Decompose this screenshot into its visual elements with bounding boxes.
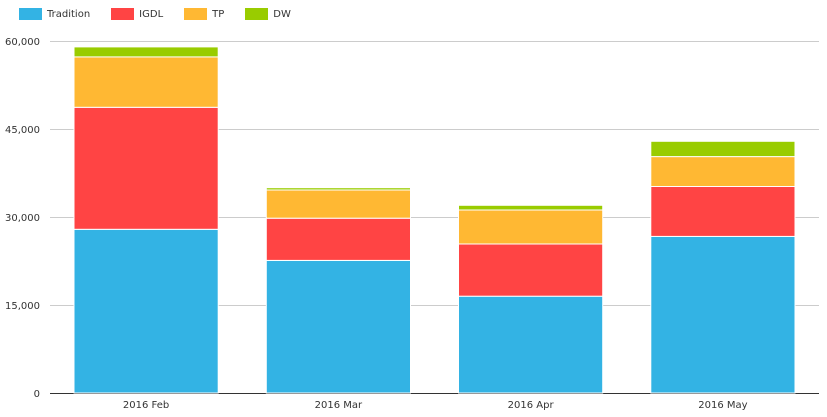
bar-tradition-2016-mar[interactable] [265,259,411,394]
bar-igdl-2016-apr[interactable] [458,243,604,297]
bar-dw-2016-mar[interactable] [265,187,411,191]
bar-tradition-2016-feb[interactable] [73,228,219,394]
legend-item-igdl[interactable]: IGDL [111,8,163,20]
legend-swatch-dw [245,8,269,20]
bars [73,46,796,394]
y-tick-label: 15,000 [5,301,40,312]
bar-tradition-2016-may[interactable] [650,235,796,394]
legend-label-tp: TP [212,8,225,20]
x-tick-label: 2016 Feb [123,400,169,411]
bar-tp-2016-mar[interactable] [265,189,411,219]
bar-dw-2016-apr[interactable] [458,204,604,211]
legend-label-dw: DW [273,8,291,20]
y-axis-ticks: 0 15,000 30,000 45,000 60,000 [5,37,40,400]
legend-swatch-igdl [111,8,135,20]
bar-igdl-2016-feb[interactable] [73,106,219,230]
legend-item-tradition[interactable]: Tradition [19,8,90,20]
legend-item-tp[interactable]: TP [184,8,224,20]
legend-swatch-tradition [19,8,42,20]
y-tick-label: 45,000 [5,125,40,136]
bar-dw-2016-may[interactable] [650,140,796,158]
y-tick-label: 30,000 [5,213,40,224]
legend-label-tradition: Tradition [47,8,91,20]
legend-item-dw[interactable]: DW [245,8,291,20]
x-axis-labels: 2016 Feb 2016 Mar 2016 Apr 2016 May [123,400,748,411]
legend: Tradition IGDL TP DW [19,7,312,21]
bar-tp-2016-apr[interactable] [458,209,604,245]
legend-swatch-tp [184,8,208,20]
y-tick-label: 0 [34,389,40,400]
bar-tradition-2016-apr[interactable] [458,295,604,394]
bar-igdl-2016-may[interactable] [650,186,796,237]
legend-label-igdl: IGDL [139,8,164,20]
bar-tp-2016-feb[interactable] [73,56,219,108]
bar-igdl-2016-mar[interactable] [265,217,411,261]
bar-tp-2016-may[interactable] [650,156,796,188]
x-tick-label: 2016 Mar [315,400,363,411]
x-tick-label: 2016 May [698,400,747,411]
bar-dw-2016-feb[interactable] [73,46,219,58]
x-tick-label: 2016 Apr [508,400,555,411]
y-tick-label: 60,000 [5,37,40,48]
